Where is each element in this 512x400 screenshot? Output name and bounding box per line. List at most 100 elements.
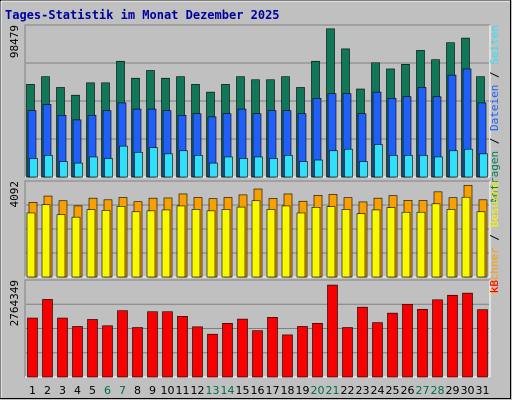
xtick-day-26: 26 <box>401 384 415 397</box>
bar-seiten-day-21 <box>329 150 338 178</box>
panel-visits-ytick: 4092 <box>8 181 21 208</box>
bar-rechner-day-22 <box>341 209 351 278</box>
bar-kb-day-29 <box>447 294 458 378</box>
xtick-day-11: 11 <box>176 384 190 397</box>
bar-seiten-day-6 <box>104 158 113 178</box>
bar-kb-day-11 <box>177 315 188 378</box>
xtick-day-16: 16 <box>251 384 265 397</box>
bar-kb-day-8 <box>132 327 143 378</box>
legend-part-1: / <box>488 131 501 151</box>
xtick-day-2: 2 <box>44 384 51 397</box>
bar-seiten-day-27 <box>419 155 428 178</box>
bar-kb-day-9 <box>147 311 158 378</box>
xtick-day-20: 20 <box>311 384 325 397</box>
bar-seiten-day-4 <box>74 162 83 178</box>
bar-seiten-day-17 <box>269 158 278 178</box>
panel-kb-ytick: 2764349 <box>8 280 21 326</box>
xtick-day-24: 24 <box>371 384 385 397</box>
panel-visits-bars <box>26 184 488 278</box>
bar-kb-day-14 <box>222 323 233 378</box>
bar-seiten-day-28 <box>434 156 443 178</box>
xtick-day-21: 21 <box>326 384 340 397</box>
bar-rechner-day-5 <box>86 209 96 278</box>
bar-seiten-day-23 <box>359 161 368 178</box>
xtick-day-5: 5 <box>89 384 96 397</box>
xtick-day-1: 1 <box>29 384 36 397</box>
xtick-day-10: 10 <box>161 384 175 397</box>
bar-kb-day-1 <box>27 317 38 378</box>
bar-kb-day-6 <box>102 325 113 378</box>
legend-part-0: kB <box>488 280 501 294</box>
bar-rechner-day-10 <box>161 209 171 278</box>
chart-panels: 98479 Anfragen / Dateien / Seiten 4092 Rech… <box>8 24 501 378</box>
legend-part-0: Anfragen <box>488 151 501 204</box>
bar-rechner-day-17 <box>266 209 276 278</box>
bar-rechner-day-23 <box>356 213 366 278</box>
bar-kb-day-16 <box>252 330 263 378</box>
bar-kb-day-13 <box>207 333 218 378</box>
xtick-day-3: 3 <box>59 384 66 397</box>
bar-seiten-day-20 <box>314 159 323 178</box>
bar-seiten-day-15 <box>239 158 248 178</box>
bar-kb-day-27 <box>417 308 428 378</box>
xtick-day-31: 31 <box>476 384 490 397</box>
panel-hits-legend: Anfragen / Dateien / Seiten <box>488 25 501 204</box>
bar-kb-day-15 <box>237 318 248 378</box>
xtick-day-22: 22 <box>341 384 355 397</box>
panel-hits-bars <box>26 28 488 178</box>
bar-kb-day-3 <box>57 317 68 378</box>
legend-part-3: / <box>488 65 501 85</box>
xtick-day-29: 29 <box>446 384 460 397</box>
xtick-day-17: 17 <box>266 384 280 397</box>
xtick-day-12: 12 <box>191 384 205 397</box>
bar-kb-day-2 <box>42 299 53 378</box>
bar-kb-day-21 <box>327 284 338 378</box>
legend-part-0: Rechner <box>488 247 501 294</box>
bar-kb-day-5 <box>87 319 98 378</box>
panel-kb-legend: kB <box>488 280 501 294</box>
xtick-day-23: 23 <box>356 384 370 397</box>
bar-rechner-day-9 <box>146 210 156 278</box>
bar-seiten-day-11 <box>179 150 188 178</box>
panel-visits: 4092 Rechner / Besuche <box>8 180 501 294</box>
bar-kb-day-10 <box>162 311 173 378</box>
panel-kb: 2764349 kB <box>8 279 501 378</box>
xtick-day-25: 25 <box>386 384 400 397</box>
bar-kb-day-4 <box>72 326 83 378</box>
xtick-day-30: 30 <box>461 384 475 397</box>
bar-rechner-day-27 <box>416 211 426 278</box>
bar-kb-day-30 <box>462 292 473 378</box>
bar-rechner-day-21 <box>326 206 336 278</box>
bar-rechner-day-12 <box>191 209 201 278</box>
bar-kb-day-26 <box>402 304 413 378</box>
xtick-day-9: 9 <box>149 384 156 397</box>
xtick-day-4: 4 <box>74 384 81 397</box>
bar-rechner-day-29 <box>446 209 456 278</box>
bar-seiten-day-7 <box>119 145 128 178</box>
bar-seiten-day-31 <box>479 153 488 178</box>
bar-rechner-day-11 <box>176 205 186 278</box>
legend-part-2: Dateien <box>488 85 501 131</box>
bar-seiten-day-14 <box>224 156 233 178</box>
bar-seiten-day-29 <box>449 150 458 178</box>
bar-kb-day-22 <box>342 327 353 378</box>
xtick-day-19: 19 <box>296 384 310 397</box>
legend-part-2: Besuche <box>488 181 501 227</box>
bar-seiten-day-18 <box>284 155 293 178</box>
bar-rechner-day-8 <box>131 211 141 278</box>
bar-seiten-day-16 <box>254 156 263 178</box>
bar-seiten-day-5 <box>89 156 98 178</box>
bar-seiten-day-24 <box>374 144 383 178</box>
bar-seiten-day-22 <box>344 148 353 178</box>
legend-part-4: Seiten <box>488 25 501 65</box>
bar-rechner-day-2 <box>41 204 51 278</box>
bar-rechner-day-7 <box>116 206 126 278</box>
bar-rechner-day-18 <box>281 205 291 278</box>
xtick-day-6: 6 <box>104 384 111 397</box>
bar-rechner-day-31 <box>476 211 486 278</box>
x-axis-labels: 1 2 3 4 5 6 7 8 9 10 11 12 13 14 15 16 17 18 19 20 21 22 23 24 2… <box>29 384 490 397</box>
xtick-day-28: 28 <box>431 384 445 397</box>
bar-rechner-day-6 <box>101 210 111 278</box>
panel-hits-ytick: 98479 <box>8 25 21 58</box>
